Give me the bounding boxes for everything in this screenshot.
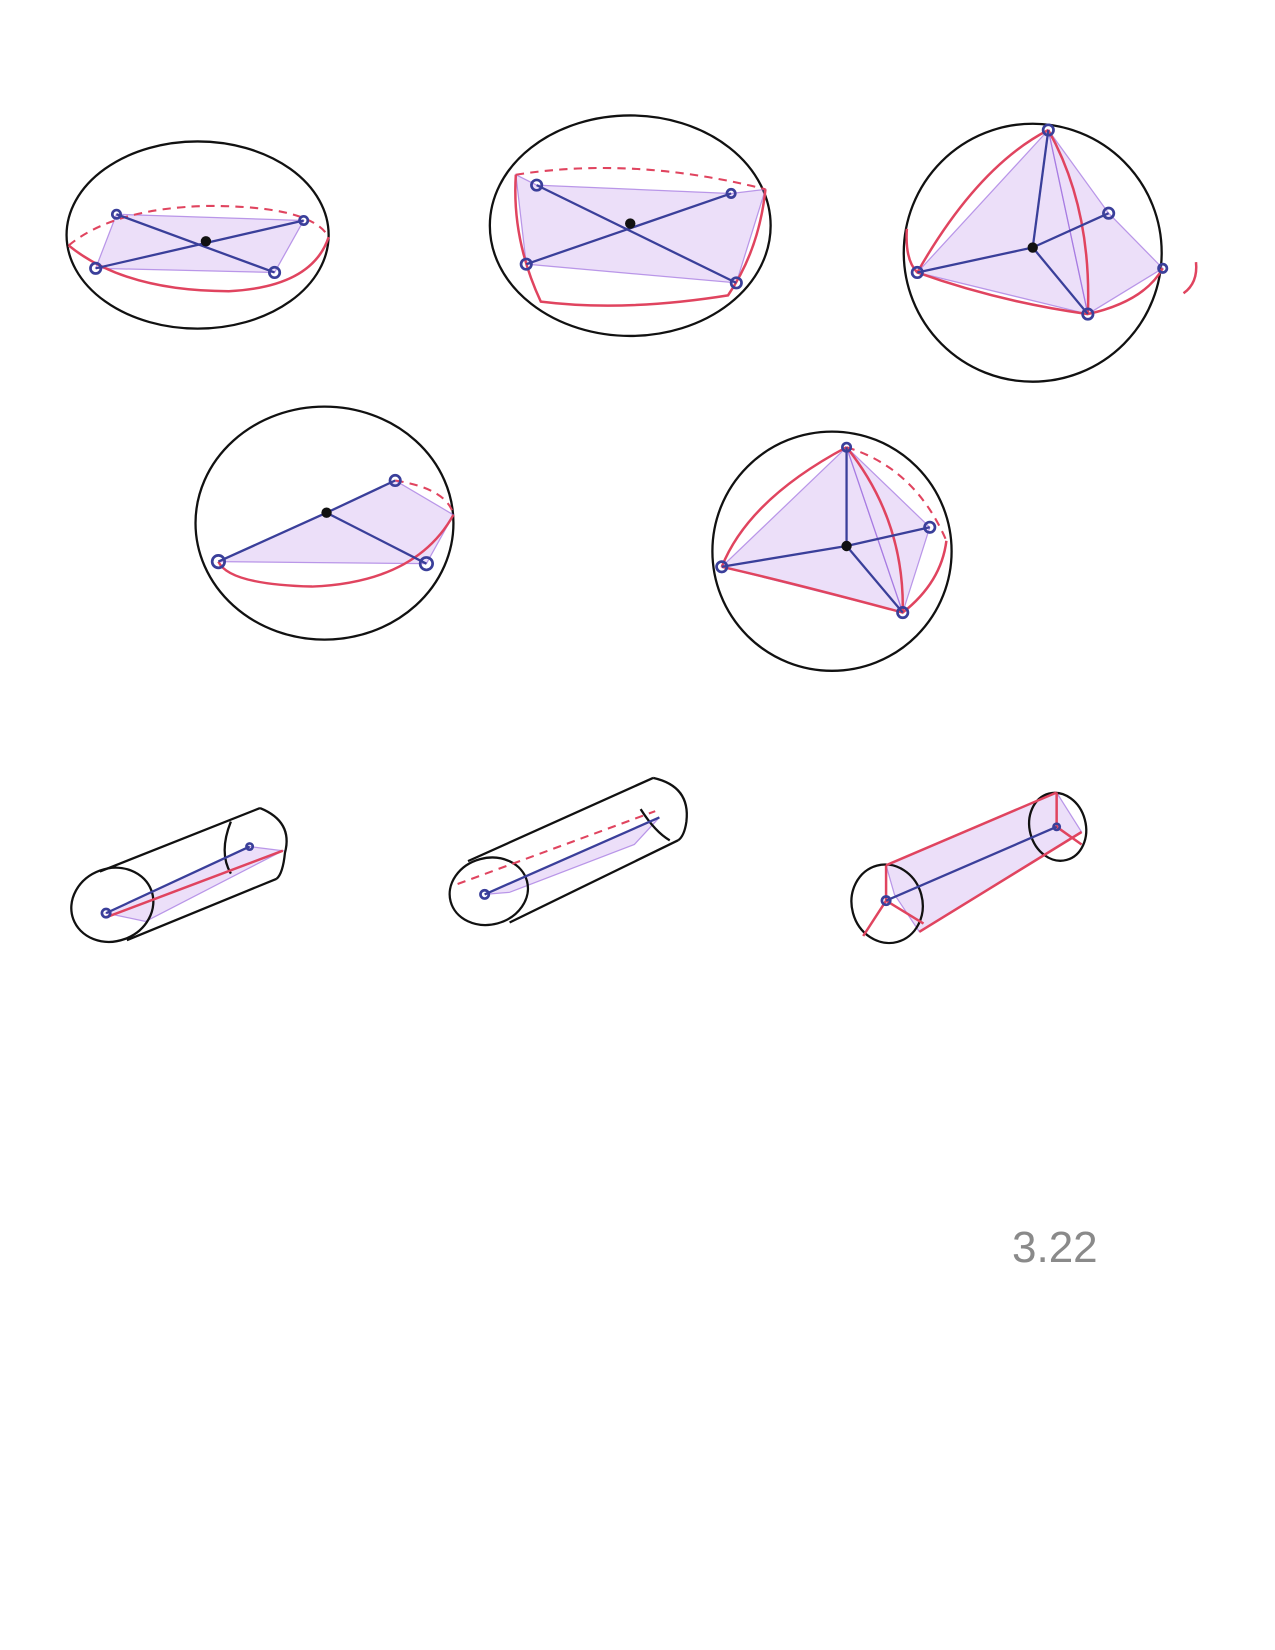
sphere-sketch-1 — [65, 140, 330, 330]
drawings — [65, 114, 1198, 945]
sphere-sketch-3 — [902, 122, 1198, 383]
sphere-sketch-5 — [711, 430, 953, 672]
cylinder-sketch-2 — [448, 776, 688, 927]
cylinder-sketch-1 — [70, 807, 288, 943]
cylinder-sketch-3 — [850, 791, 1088, 945]
sphere-sketch-4 — [194, 405, 455, 641]
sphere-sketch-2 — [488, 114, 772, 338]
figure-number: 3.22 — [1012, 1223, 1098, 1272]
